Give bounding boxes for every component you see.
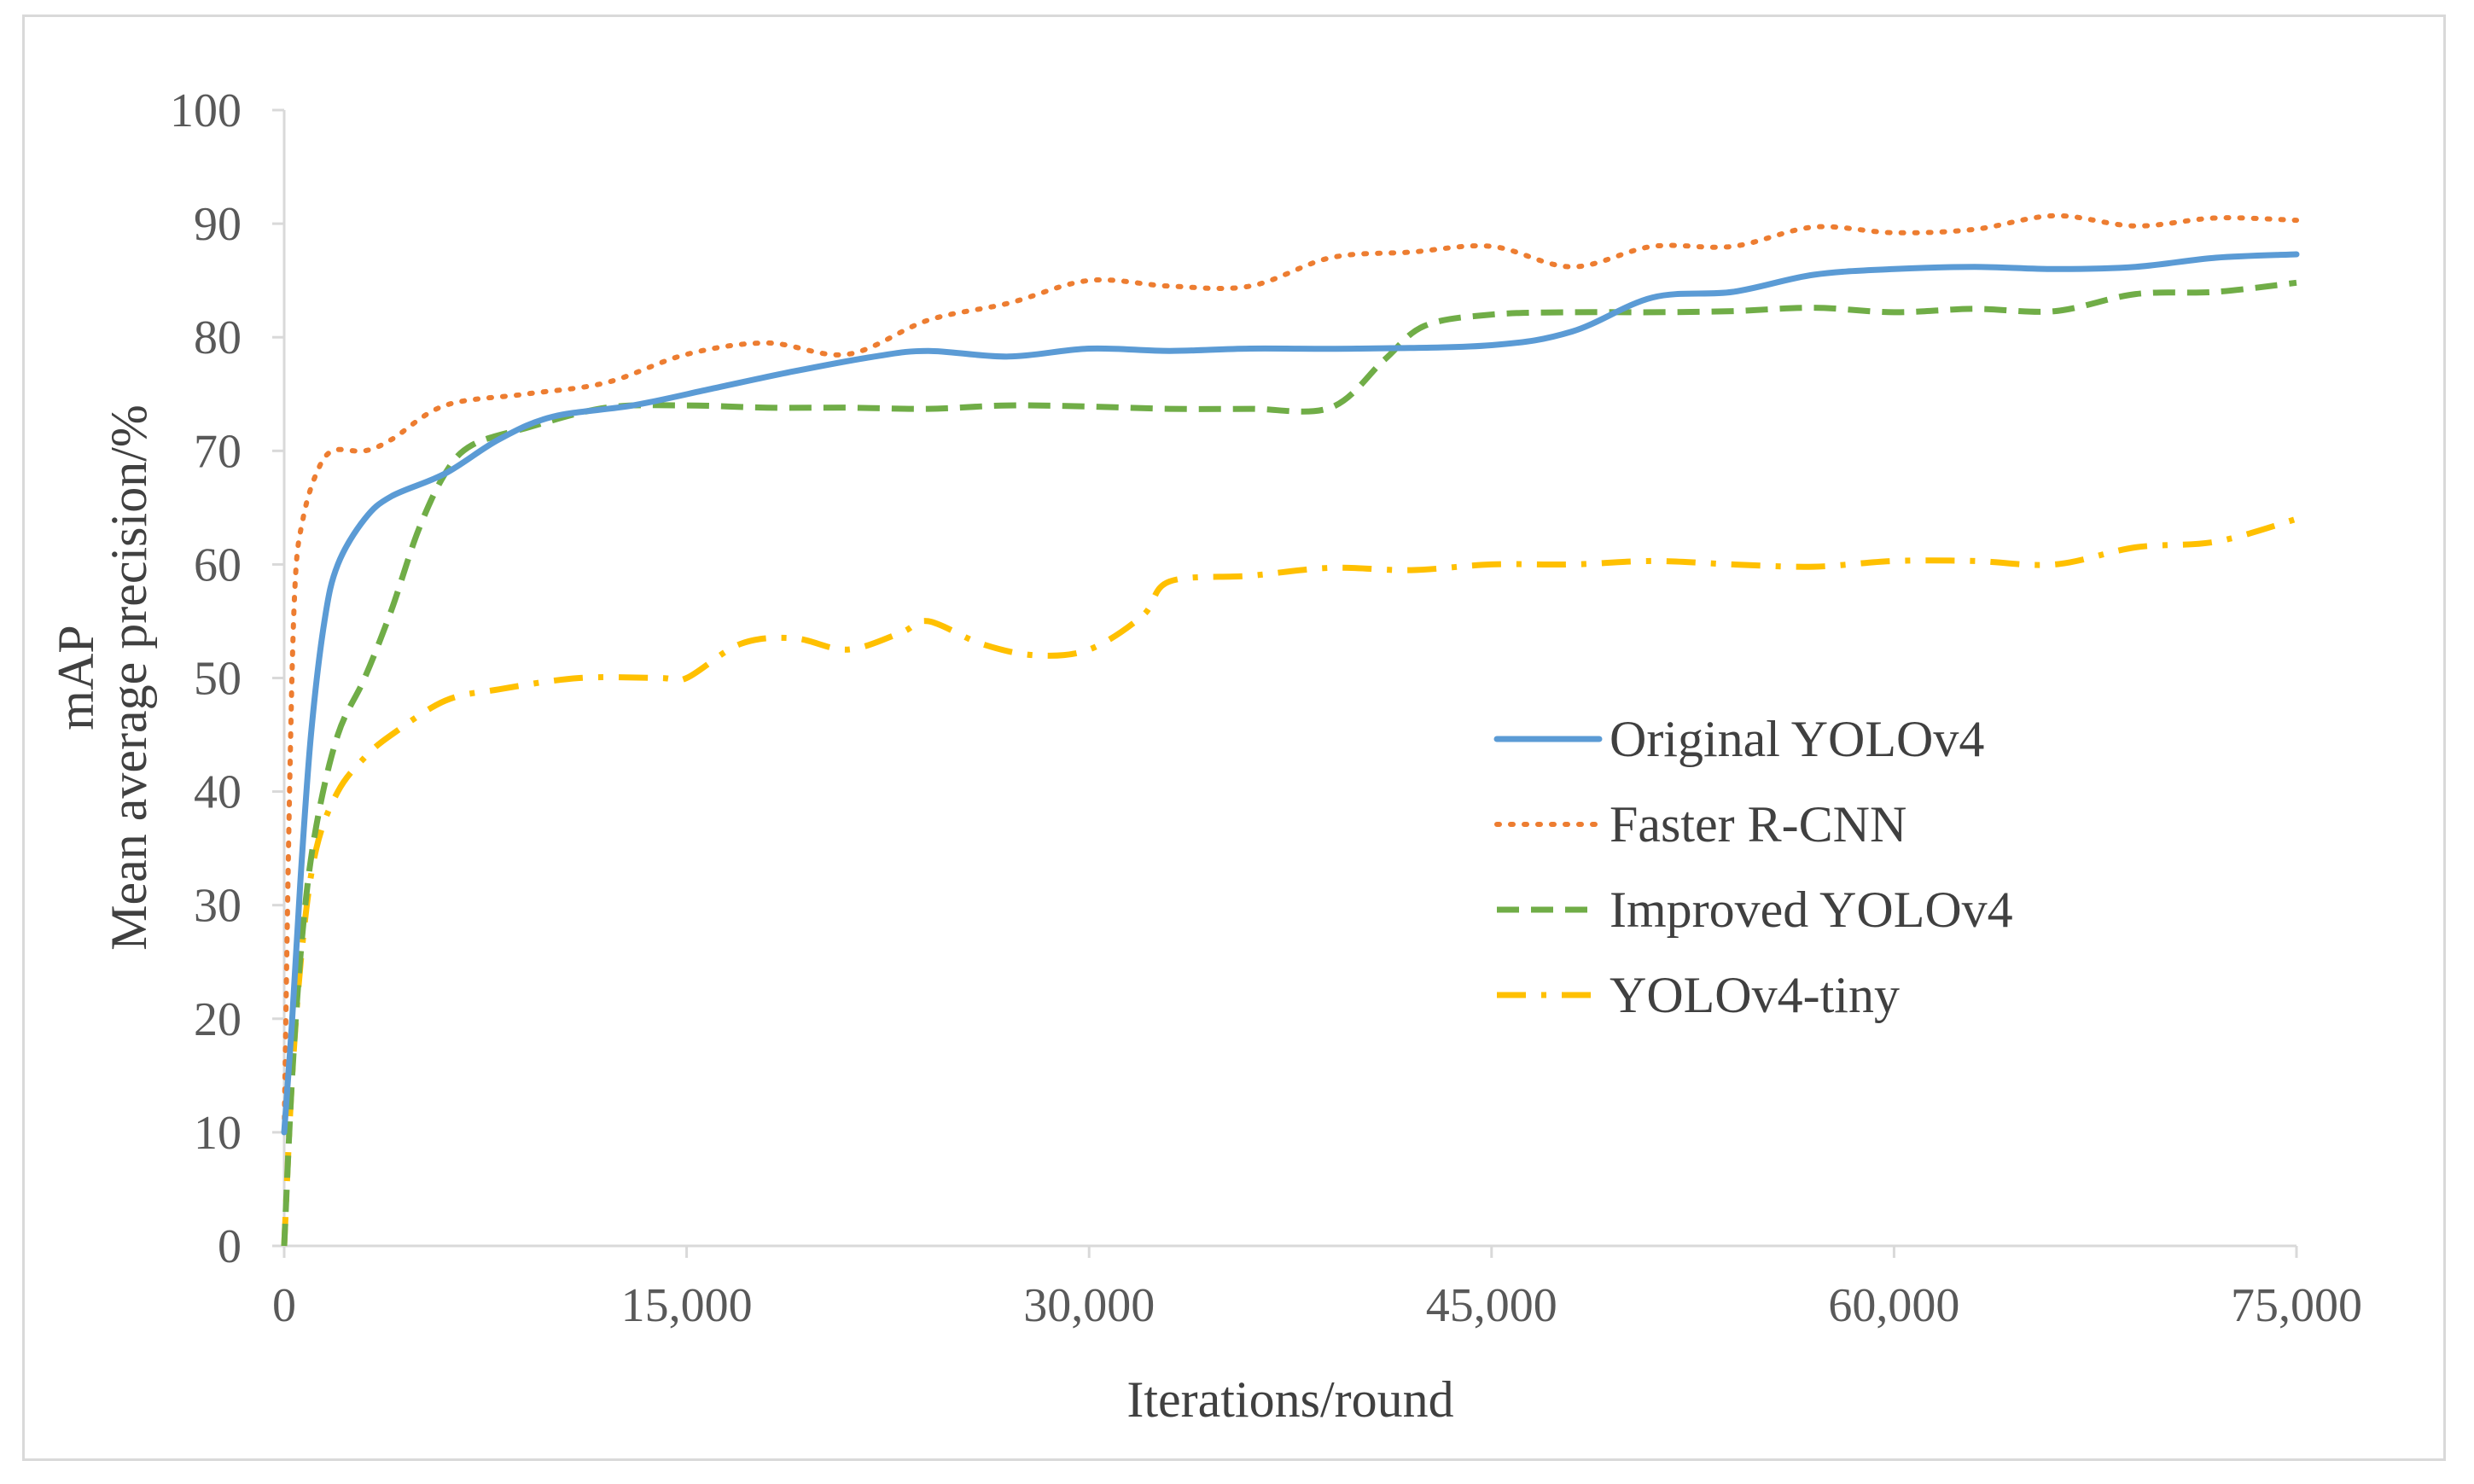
series-lines bbox=[281, 212, 2300, 1247]
x-tick-label: 45,000 bbox=[1426, 1279, 1557, 1332]
series-line-original-yolov4 bbox=[281, 251, 2300, 1136]
y-tick-label: 80 bbox=[194, 311, 242, 364]
axes bbox=[282, 110, 2296, 1248]
y-axis-title-line2: Mean average precision/% bbox=[101, 404, 157, 951]
chart-frame: 0 10 20 30 40 50 60 70 80 90 100 0 15,000 30,000 45,00… bbox=[22, 15, 2446, 1461]
x-tick-label: 30,000 bbox=[1023, 1279, 1155, 1332]
y-tick-label: 60 bbox=[194, 538, 242, 591]
x-tick-label: 60,000 bbox=[1828, 1279, 1959, 1332]
x-tick-label: 75,000 bbox=[2231, 1279, 2362, 1332]
legend-label: Improved YOLOv4 bbox=[1610, 882, 2013, 938]
y-axis-title-line1: mAP bbox=[48, 625, 104, 730]
y-tick-label: 70 bbox=[194, 425, 242, 478]
y-tick-label: 100 bbox=[170, 84, 242, 137]
tick-labels: 0 10 20 30 40 50 60 70 80 90 100 0 15,000 30,000 45,00… bbox=[170, 84, 2362, 1332]
series-line-faster-r-cnn bbox=[282, 212, 2299, 1135]
legend-label: YOLOv4-tiny bbox=[1610, 967, 1900, 1023]
y-tick-label: 30 bbox=[194, 880, 242, 933]
legend-label: Original YOLOv4 bbox=[1610, 711, 1984, 767]
y-tick-label: 90 bbox=[194, 198, 242, 251]
y-tick-label: 50 bbox=[194, 653, 242, 706]
y-tick-label: 20 bbox=[194, 993, 242, 1046]
legend: Original YOLOv4 Faster R-CNN Improved YOLO… bbox=[1493, 711, 2013, 1023]
x-tick-label: 0 bbox=[272, 1279, 296, 1332]
line-chart: 0 10 20 30 40 50 60 70 80 90 100 0 15,000 30,000 45,00… bbox=[48, 84, 2362, 1428]
y-tick-label: 10 bbox=[194, 1107, 242, 1160]
y-tick-label: 0 bbox=[218, 1220, 242, 1273]
series-line-improved-yolov4 bbox=[281, 279, 2297, 1247]
legend-label: Faster R-CNN bbox=[1610, 796, 1906, 853]
x-axis-title: Iterations/round bbox=[1126, 1371, 1453, 1428]
x-tick-label: 15,000 bbox=[621, 1279, 753, 1332]
y-tick-label: 40 bbox=[194, 766, 242, 819]
